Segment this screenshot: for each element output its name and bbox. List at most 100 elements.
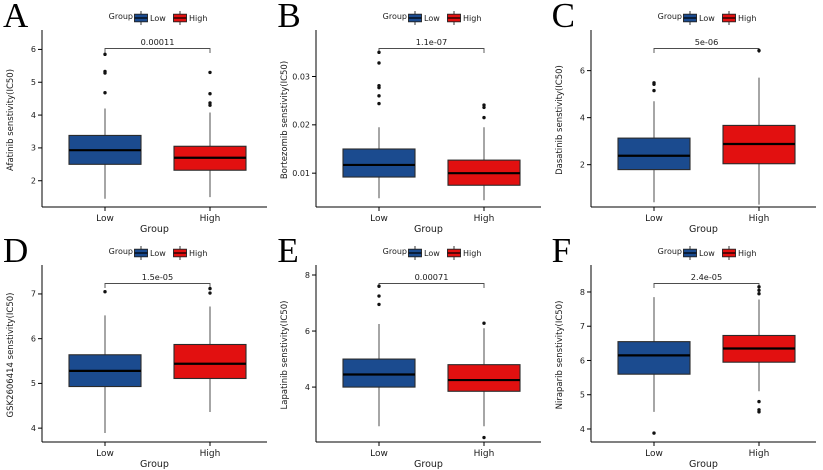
x-axis-title: Group [140,224,169,235]
y-tick-label: 6 [31,334,36,343]
x-tick-label-low: Low [370,214,388,224]
outlier-point [377,101,382,106]
legend-label-low: Low [424,249,440,258]
legend-label-low: Low [424,14,440,23]
y-tick-label: 0.02 [293,121,311,130]
x-tick-label-low: Low [96,449,114,459]
significance-bracket [104,48,211,53]
outlier-point [756,285,761,289]
outlier-point [482,115,487,120]
y-tick-label: 4 [31,424,36,433]
outlier-point [103,69,107,74]
x-axis-title: Group [140,459,169,470]
panel-b: B Group Low High 0.01 0.02 0.03 Low High Group Bor… [274,0,548,235]
y-tick-label: 2 [580,160,585,169]
legend-title: Group [383,247,407,256]
y-tick-label: 0.01 [293,169,311,178]
pvalue-label: 5e-06 [694,37,718,47]
outlier-point [482,435,487,440]
panel-letter: E [277,235,299,270]
legend-title: Group [657,12,681,21]
legend-label-high: High [463,14,481,23]
boxplot-svg-dasatinib: Group Low High 2 4 6 Low High Group Dasatinib sen… [555,11,816,235]
panel-letter: C [551,0,576,35]
significance-bracket [378,48,485,53]
outlier-point [103,52,107,57]
boxplot-svg-niraparib: Group Low High 4 5 6 7 8 Low High Group Niraparib s… [555,246,816,470]
box-low [617,341,691,375]
outlier-point [377,294,382,298]
panel-letter: B [277,0,301,35]
y-axis-title: Afatinib senstivity(IC50) [6,69,16,171]
y-tick-label: 4 [31,111,36,120]
outlier-point [651,88,656,93]
legend-label-low: Low [150,249,166,258]
outlier-point [377,50,382,55]
legend-title: Group [109,12,133,21]
legend-title: Group [109,247,133,256]
y-tick-label: 4 [305,383,310,392]
outlier-point [208,291,212,295]
x-axis-title: Group [689,459,718,470]
legend-label-low: Low [699,249,715,258]
pvalue-label: 2.4e-05 [690,272,721,282]
y-tick-label: 6 [580,356,585,365]
outlier-point [377,83,382,88]
outlier-point [756,291,761,296]
y-axis-title: GSK2606414 senstivity(IC50) [6,293,16,418]
y-tick-label: 7 [580,322,585,331]
y-axis-title: Lapatinib senstivity(IC50) [280,301,290,410]
y-tick-label: 2 [31,177,36,186]
legend-label-high: High [738,249,756,258]
legend-label-high: High [189,249,207,258]
x-tick-label-low: Low [96,214,114,224]
x-tick-label-low: Low [645,449,663,459]
outlier-point [208,92,212,96]
y-axis-title: Dasatinib senstivity(IC50) [555,65,565,175]
y-tick-label: 6 [580,66,585,75]
outlier-point [756,288,761,292]
outlier-point [208,70,212,75]
outlier-point [377,94,382,98]
outlier-point [208,101,212,105]
x-tick-label-high: High [748,449,769,459]
outlier-point [208,286,212,291]
outlier-point [482,321,487,325]
outlier-point [651,81,656,85]
significance-bracket [104,283,211,288]
legend-label-low: Low [150,14,166,23]
y-tick-label: 7 [31,290,36,299]
outlier-point [377,302,382,307]
y-tick-label: 8 [580,288,585,297]
y-tick-label: 0.03 [293,72,311,81]
outlier-point [756,48,761,53]
x-tick-label-high: High [200,449,221,459]
y-tick-label: 5 [31,78,36,87]
y-tick-label: 5 [31,379,36,388]
y-tick-label: 4 [580,113,585,122]
outlier-point [103,290,107,294]
outlier-point [482,105,487,110]
boxplot-svg-lapatinib: Group Low High 4 6 8 Low High Group Lapatinib sen… [280,246,542,470]
box-high [173,343,247,380]
y-tick-label: 4 [580,425,585,434]
x-tick-label-high: High [474,449,495,459]
box-low [342,148,416,178]
legend-label-high: High [738,14,756,23]
significance-bracket [653,48,760,53]
outlier-point [651,431,656,435]
x-tick-label-low: Low [370,449,388,459]
x-tick-label-low: Low [645,214,663,224]
boxplot-svg-gsk2606414: Group Low High 4 5 6 7 Low High Group GSK2606414 s… [6,246,267,470]
x-axis-title: Group [414,459,443,470]
panel-e: E Group Low High 4 6 8 Low High Group Lapatinib se… [274,235,548,470]
y-axis-title: Bortezomib senstivity(IC50) [280,61,290,179]
panel-d: D Group Low High 4 5 6 7 Low High Group GSK2606414 … [0,235,274,470]
x-axis-title: Group [414,224,443,235]
y-tick-label: 3 [31,144,36,153]
outlier-point [103,91,107,95]
y-axis-title: Niraparib senstivity(IC50) [555,301,565,410]
legend-label-high: High [189,14,207,23]
outlier-point [377,61,382,65]
